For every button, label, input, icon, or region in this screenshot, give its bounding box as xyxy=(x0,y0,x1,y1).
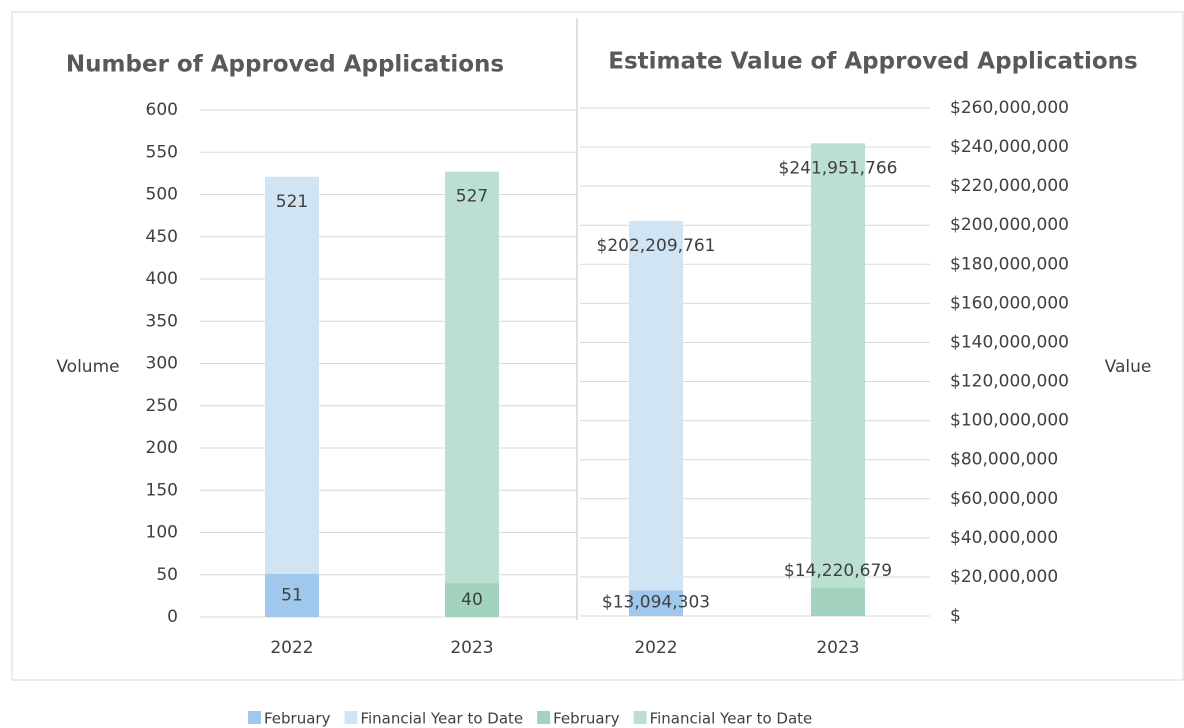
y-tick-label: 450 xyxy=(146,227,178,247)
y-tick-label: $200,000,000 xyxy=(950,215,1069,235)
legend-swatch xyxy=(248,711,261,724)
y-tick-label: $240,000,000 xyxy=(950,137,1069,157)
y-tick-label: $ xyxy=(950,606,961,626)
y-tick-label: $120,000,000 xyxy=(950,372,1069,392)
y-tick-label: $220,000,000 xyxy=(950,176,1069,196)
y-axis-label: Value xyxy=(1105,357,1152,377)
y-tick-label: $100,000,000 xyxy=(950,411,1069,431)
legend-swatch xyxy=(344,711,358,724)
y-tick-label: 100 xyxy=(146,523,178,543)
legend-label: February xyxy=(553,710,620,728)
y-tick-label: 150 xyxy=(146,480,178,500)
x-tick-label: 2022 xyxy=(270,638,313,658)
bar xyxy=(445,171,499,617)
y-tick-label: $140,000,000 xyxy=(950,332,1069,352)
bar xyxy=(811,143,865,616)
data-label: 40 xyxy=(461,590,483,610)
y-tick-label: 50 xyxy=(156,565,178,585)
y-tick-label: $60,000,000 xyxy=(950,489,1058,509)
x-tick-label: 2022 xyxy=(634,638,677,658)
legend-label: Financial Year to Date xyxy=(360,710,523,728)
y-tick-label: 350 xyxy=(146,311,178,331)
y-tick-label: 250 xyxy=(146,396,178,416)
data-label: $241,951,766 xyxy=(779,158,898,178)
y-tick-label: 0 xyxy=(167,607,178,627)
bar xyxy=(629,220,683,616)
y-tick-label: $180,000,000 xyxy=(950,254,1069,274)
y-tick-label: 500 xyxy=(146,185,178,205)
x-tick-label: 2023 xyxy=(816,638,859,658)
y-tick-label: $160,000,000 xyxy=(950,293,1069,313)
x-tick-label: 2023 xyxy=(450,638,493,658)
data-label: 521 xyxy=(276,192,308,212)
chart-title: Number of Approved Applications xyxy=(66,52,504,78)
y-tick-label: 200 xyxy=(146,438,178,458)
y-tick-label: 600 xyxy=(146,100,178,120)
y-tick-label: 300 xyxy=(146,354,178,374)
y-tick-label: $260,000,000 xyxy=(950,98,1069,118)
legend-swatch xyxy=(633,711,647,724)
y-tick-label: $80,000,000 xyxy=(950,450,1058,470)
chart-title: Estimate Value of Approved Applications xyxy=(608,49,1137,75)
bar xyxy=(265,176,319,617)
chart-border xyxy=(11,11,1184,681)
data-label: 527 xyxy=(456,187,488,207)
bar xyxy=(811,588,865,616)
data-label: 51 xyxy=(281,585,303,605)
bar xyxy=(265,573,319,617)
legend-label: February xyxy=(264,710,331,728)
y-tick-label: 400 xyxy=(146,269,178,289)
bar xyxy=(629,590,683,616)
legend-swatch xyxy=(537,711,551,724)
y-tick-label: 550 xyxy=(146,142,178,162)
y-tick-label: $40,000,000 xyxy=(950,528,1058,548)
bar xyxy=(445,583,499,617)
y-axis-label: Volume xyxy=(56,357,119,377)
data-label: $202,209,761 xyxy=(597,236,716,256)
y-tick-label: $20,000,000 xyxy=(950,567,1058,587)
data-label: $14,220,679 xyxy=(784,561,892,581)
legend-label: Financial Year to Date xyxy=(650,710,813,728)
data-label: $13,094,303 xyxy=(602,592,710,612)
